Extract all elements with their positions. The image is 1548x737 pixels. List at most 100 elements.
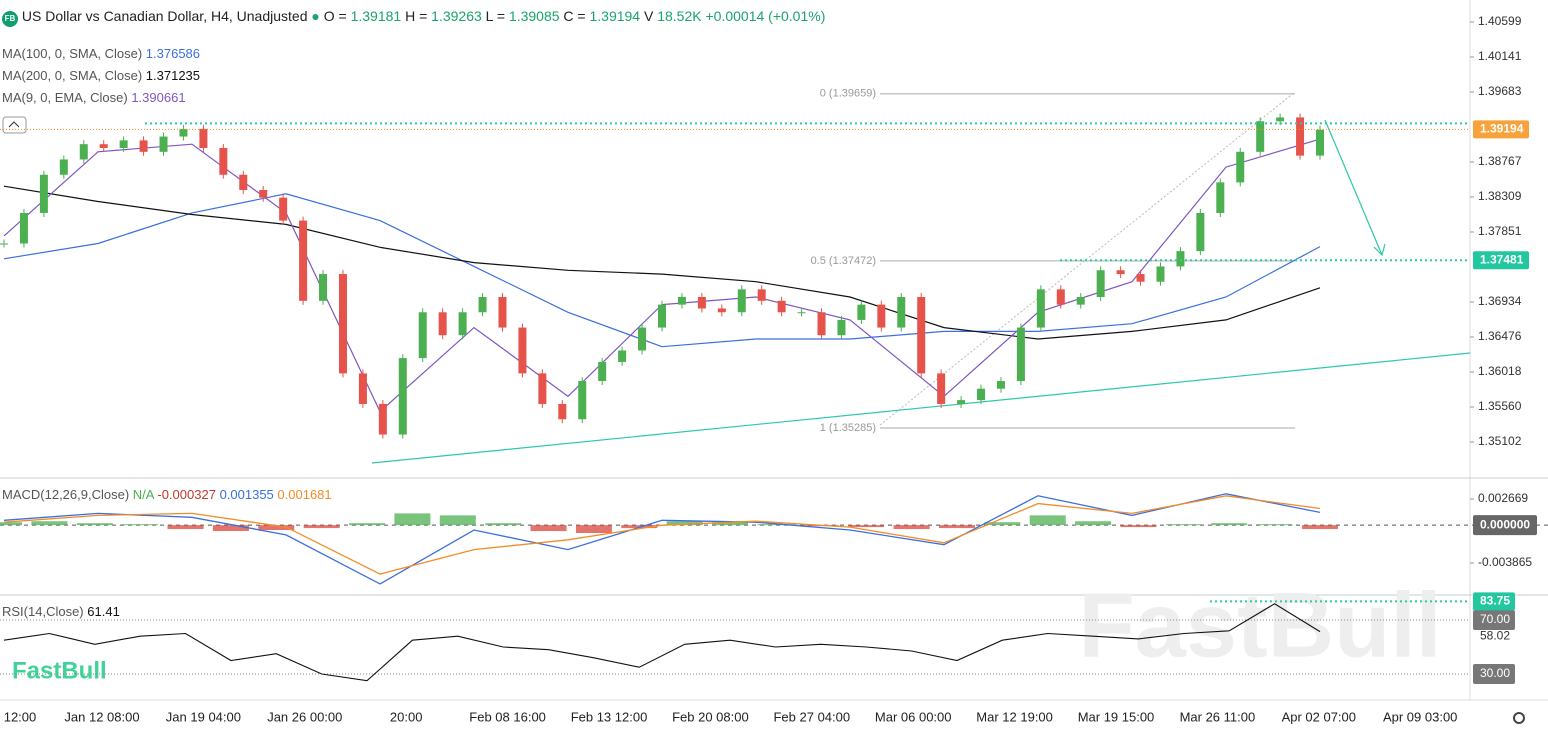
change: +0.00014 (+0.01%): [705, 8, 826, 24]
candle: [757, 289, 766, 301]
macd-line: [3, 493, 1321, 585]
histogram-bar: [349, 523, 386, 526]
candle: [937, 373, 946, 404]
candle: [977, 388, 986, 401]
histogram-bar: [621, 525, 658, 529]
quote-value: 18.52K: [657, 8, 702, 24]
y-tick-label: 1.36476: [1478, 329, 1522, 343]
candle: [338, 274, 347, 374]
histogram-bar: [485, 523, 522, 526]
histogram-bar: [757, 524, 794, 526]
candle: [59, 159, 68, 175]
y-tick-label: 1.36018: [1478, 364, 1522, 378]
legend-value: 61.41: [87, 604, 120, 619]
x-tick-label: Feb 08 16:00: [469, 709, 546, 724]
tick-box: [1473, 663, 1515, 684]
ma-line: [3, 185, 1321, 340]
price-box: [1473, 120, 1529, 139]
histogram-bar: [258, 525, 295, 531]
candle: [1096, 270, 1105, 297]
legend-value: 1.376586: [145, 46, 201, 61]
quote-value: 1.39194: [589, 8, 641, 24]
legend-name: RSI(14,Close): [2, 604, 84, 619]
candle: [358, 373, 367, 404]
candle: [777, 300, 786, 313]
candle: [658, 304, 666, 328]
legend-entry: MA(200, 0, SMA, Close) 1.371235: [2, 68, 200, 83]
collapse-button[interactable]: [2, 116, 27, 134]
status-dot: ●: [311, 8, 320, 24]
macd-line: [3, 495, 1321, 575]
y-tick-label: 1.40599: [1478, 14, 1522, 28]
candle: [618, 350, 627, 362]
y-tick-label: 0.002669: [1478, 491, 1528, 505]
histogram-bar: [1302, 525, 1338, 530]
legend-value: 0.001355: [219, 487, 274, 502]
histogram-bar: [31, 521, 68, 526]
candle: [598, 361, 607, 382]
candle: [857, 304, 866, 320]
fib-label: 0 (1.39659): [820, 88, 876, 100]
candle: [1056, 289, 1065, 305]
candle: [159, 136, 168, 152]
candle: [677, 296, 686, 305]
legend-value: N/A: [132, 487, 154, 502]
logo: FastBull: [12, 657, 107, 684]
price-label: 1.39194: [1480, 122, 1524, 136]
quote-label: C =: [563, 8, 586, 24]
histogram-bar: [122, 524, 159, 526]
legend-value: 0.001681: [277, 487, 332, 502]
legend-name: MA(100, 0, SMA, Close): [2, 46, 143, 61]
y-tick-label: 0.000000: [1480, 517, 1530, 531]
histogram-bar: [394, 513, 431, 526]
fib-label: 1 (1.35285): [820, 422, 876, 434]
histogram-bar: [666, 521, 703, 526]
candle: [319, 274, 328, 301]
quote: O = 1.39181 H = 1.39263 L = 1.39085 C = …: [324, 8, 706, 24]
y-tick-label: 1.37851: [1478, 224, 1522, 238]
histogram-bar: [530, 525, 567, 532]
quote-value: 1.39181: [350, 8, 402, 24]
x-tick-label: Jan 26 00:00: [267, 709, 342, 724]
candle: [1196, 212, 1205, 252]
watermark: FastBull: [1079, 574, 1442, 676]
quote-label: H =: [405, 8, 428, 24]
candle: [1216, 182, 1225, 213]
tick-box: [1473, 515, 1537, 536]
x-tick-label: Mar 26 11:00: [1180, 709, 1256, 724]
quote-label: V: [643, 8, 654, 24]
candle: [957, 400, 966, 404]
candle: [638, 327, 647, 351]
histogram-bar: [76, 523, 113, 526]
x-tick-label: Mar 06 00:00: [875, 709, 952, 724]
legend-entry: MA(100, 0, SMA, Close) 1.376586: [2, 46, 200, 61]
x-tick-label: Jan 19 04:00: [166, 709, 241, 724]
histogram-bar: [0, 522, 22, 526]
y-tick-label: -0.003865: [1478, 555, 1532, 569]
candle: [0, 243, 8, 245]
fib-diagonal: [879, 91, 1296, 426]
histogram-bar: [984, 522, 1021, 526]
candle: [837, 319, 846, 336]
candle: [239, 174, 248, 191]
arrow: [1324, 119, 1383, 256]
y-tick-label: 1.36934: [1478, 294, 1522, 308]
y-tick-label: 1.35102: [1478, 434, 1522, 448]
histogram-bar: [1029, 515, 1066, 526]
histogram-bar: [938, 525, 975, 529]
y-tick-label: 1.35560: [1478, 399, 1522, 413]
quote-label: O =: [323, 8, 347, 24]
x-tick-label: Feb 27 04:00: [773, 709, 850, 724]
candle: [518, 327, 527, 374]
histogram-bar: [893, 525, 930, 530]
candle: [1236, 151, 1245, 183]
settings-icon[interactable]: [1513, 712, 1525, 724]
candle: [219, 147, 228, 175]
candle: [259, 190, 268, 198]
candle: [179, 128, 188, 137]
quote-value: 1.39263: [431, 8, 482, 24]
legend-value: -0.000327: [157, 487, 216, 502]
histogram-bar: [303, 525, 340, 529]
x-tick-label: 20:00: [390, 709, 423, 724]
